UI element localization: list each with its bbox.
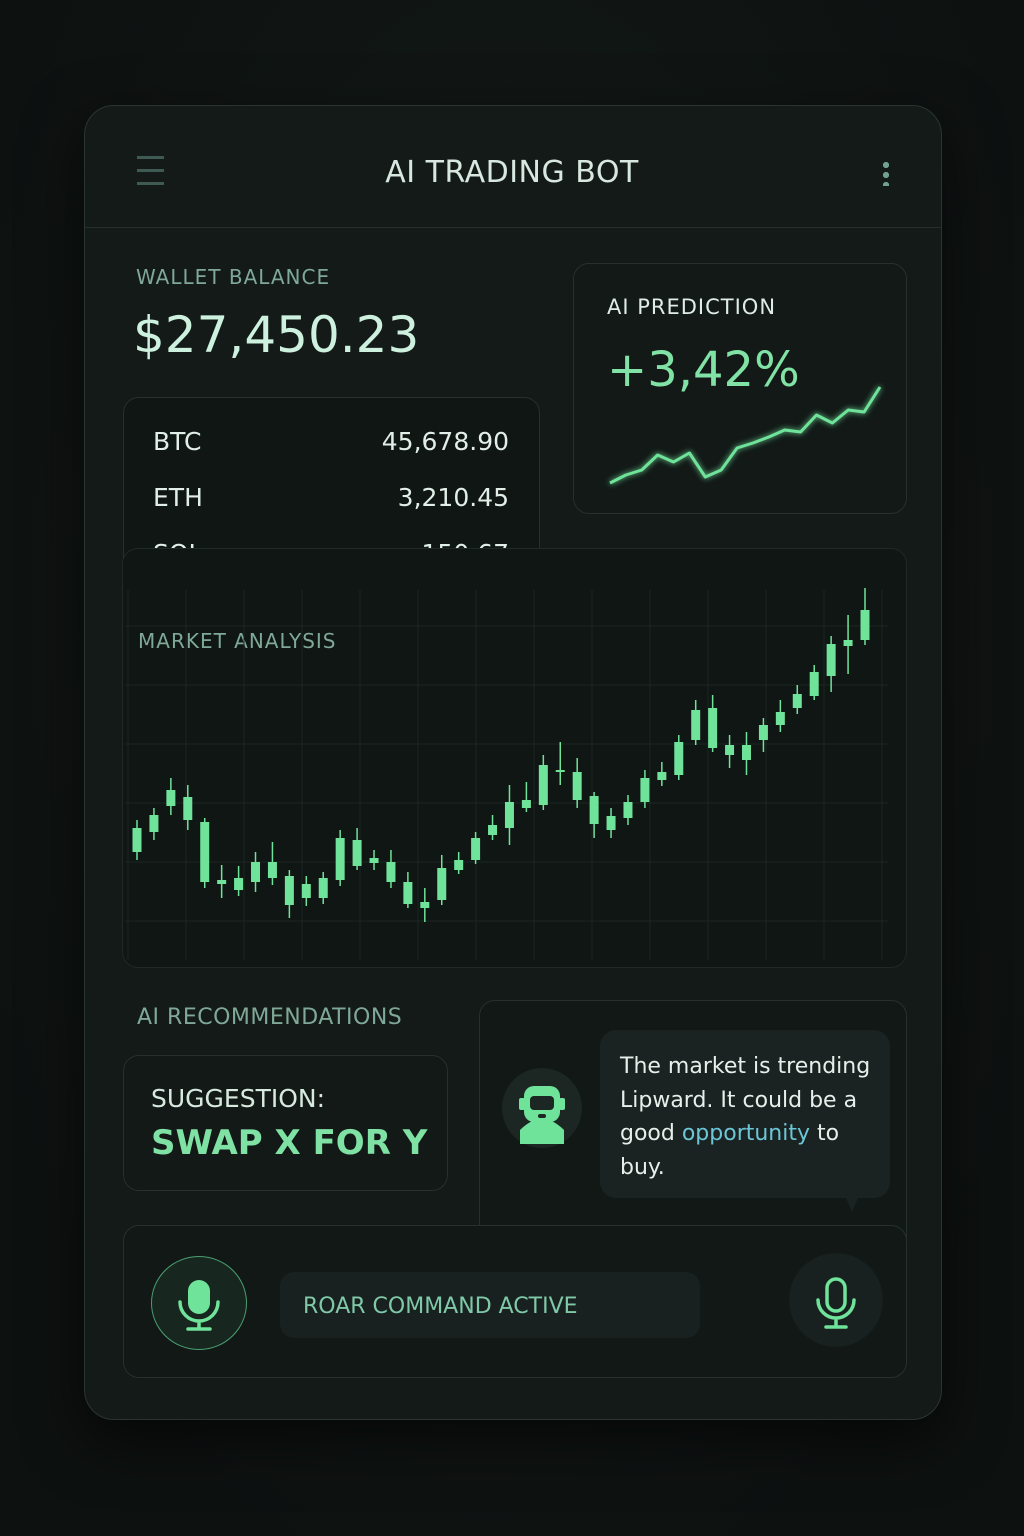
asset-value: 45,678.90 (381, 427, 509, 456)
wallet-label: WALLET BALANCE (136, 265, 331, 289)
candle-body (471, 838, 481, 860)
candle-body (149, 815, 159, 832)
prediction-value: +3,42% (607, 342, 800, 398)
message-link[interactable]: opportunity (681, 1121, 811, 1146)
candle-body (318, 878, 328, 898)
app-title: AI TRADING BOT (385, 155, 639, 190)
candle-body (606, 816, 616, 830)
prediction-line (609, 386, 882, 485)
candle-body (420, 902, 430, 908)
candle-body (132, 828, 142, 852)
assistant-message: The market is trending Lipward. It could… (620, 1050, 880, 1184)
candle-body (741, 745, 751, 760)
candle-body (335, 838, 345, 880)
wallet-balance: $27,450.23 (133, 306, 420, 364)
candle-body (792, 694, 802, 708)
market-panel (122, 548, 907, 968)
candle-body (691, 710, 701, 740)
candle-body (251, 862, 261, 882)
candle-body (623, 802, 633, 818)
asset-name: BTC (153, 427, 202, 456)
header-divider (85, 227, 941, 228)
asset-name: ETH (153, 483, 203, 512)
candle-body (166, 790, 176, 806)
message-text: The market is trending Lipward. It could… (620, 1054, 878, 1146)
suggestion-card (123, 1055, 448, 1191)
candle-body (572, 772, 582, 800)
candle-body (217, 880, 227, 884)
status-pill (280, 1272, 700, 1338)
candle-body (640, 778, 650, 802)
candle-body (775, 712, 785, 725)
asset-value: 3,210.45 (397, 483, 509, 512)
candle-body (504, 802, 514, 828)
candle-body (284, 876, 294, 905)
candle-body (826, 644, 836, 676)
prediction-card (573, 263, 907, 514)
market-label: MARKET ANALYSIS (138, 629, 337, 653)
suggestion-label: SUGGESTION: (151, 1084, 326, 1113)
candle-body (200, 822, 210, 882)
candle-body (555, 770, 565, 772)
candle-body (657, 772, 667, 780)
candle-body (454, 860, 464, 870)
candle-body (183, 797, 193, 820)
candle-body (301, 884, 311, 898)
candle-body (809, 672, 819, 696)
candle-body (369, 858, 379, 863)
prediction-label: AI PREDICTION (607, 295, 777, 319)
candle-body (674, 742, 684, 775)
chat-bubble (600, 1030, 890, 1198)
candle-body (843, 640, 853, 646)
menu-button[interactable] (137, 156, 164, 186)
candle-body (589, 796, 599, 824)
candle-body (352, 840, 362, 866)
message-text: to buy. (620, 1121, 847, 1180)
candle-body (437, 868, 447, 900)
candle-body (708, 708, 718, 748)
candle-body (403, 882, 413, 904)
candle-body (725, 745, 735, 755)
voice-status: ROAR COMMAND ACTIVE (303, 1294, 578, 1319)
candle-body (538, 765, 548, 805)
candle-body (521, 800, 531, 808)
candle-body (386, 862, 396, 882)
candle-body (234, 878, 244, 890)
candle-body (758, 725, 768, 740)
recommendations-label: AI RECOMMENDATIONS (137, 1005, 403, 1030)
candle-body (488, 825, 498, 835)
more-button[interactable] (883, 162, 889, 186)
candle-body (267, 862, 277, 878)
candle-body (860, 610, 870, 640)
suggestion: SWAP X FOR Y (151, 1123, 428, 1163)
